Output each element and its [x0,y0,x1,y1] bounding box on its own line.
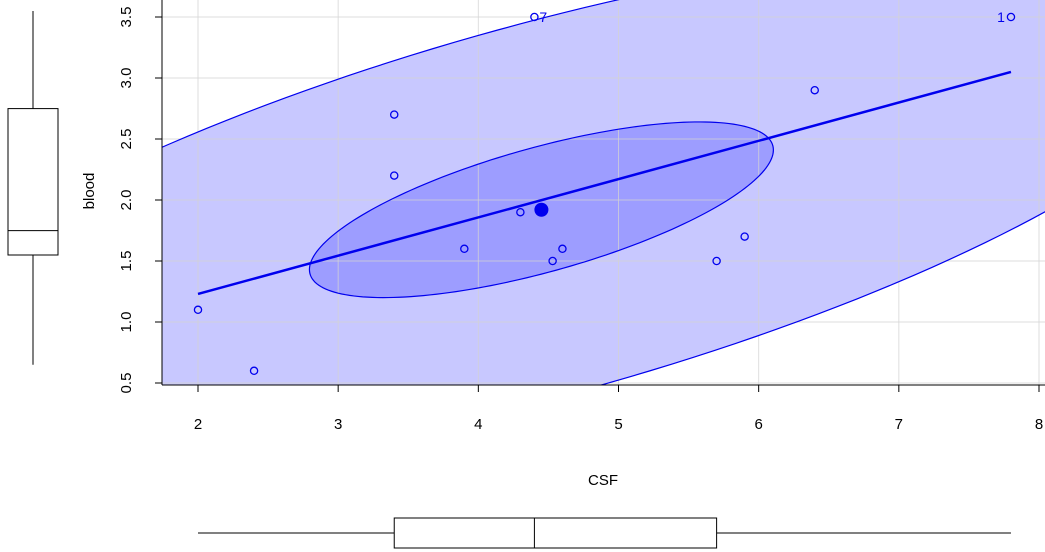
ellipse-layer [162,0,1045,385]
x-tick-label: 5 [614,416,622,433]
x-tick-label: 6 [754,416,762,433]
y-tick-label: 2.5 [118,129,135,150]
y-tick-label: 0.5 [118,373,135,394]
points-layer: 17 [193,9,1016,376]
axes-layer: 2 3 4 5 6 7 8 0.5 1.0 1.5 2.0 2.5 3.0 3.5 [118,0,1045,433]
grid-layer [162,0,1045,385]
point-label: 1 [997,9,1005,25]
data-point [558,244,567,254]
x-tick-label: 4 [474,416,482,433]
ellipse-outline-layer [162,0,1045,385]
data-point [389,171,399,180]
x-axis-label: CSF [588,472,618,489]
y-tick-label: 1.5 [118,251,135,272]
inner-ellipse-outline [308,121,774,299]
x-tick-label: 3 [334,416,342,433]
data-point [1006,12,1016,22]
data-point [530,12,539,22]
data-point [712,256,721,266]
x-tick-label: 2 [194,416,202,433]
data-point [516,207,525,217]
plot-area: 17 [162,0,1045,385]
regression-layer [197,70,1012,296]
data-point [460,244,469,254]
point-label: 7 [539,9,547,25]
data-point [810,85,819,95]
data-point [389,110,399,119]
data-point [193,305,203,315]
data-point [249,366,259,376]
y-tick-label: 3.0 [118,68,135,89]
y-tick-label: 3.5 [118,7,135,28]
y-tick-label: 2.0 [118,190,135,211]
data-point [548,256,557,266]
outer-ellipse-outline [162,0,1045,385]
boxplot-y [7,11,59,365]
boxplot-x-box [393,517,718,549]
boxplot-x [198,517,1011,549]
y-axis-label: blood [81,173,98,210]
data-point [740,232,749,241]
regression-line [197,70,1012,296]
x-tick-label: 8 [1035,416,1043,433]
y-tick-label: 1.0 [118,312,135,333]
boxplot-y-box [7,108,59,256]
centroid-point [534,202,549,217]
x-tick-label: 7 [895,416,903,433]
